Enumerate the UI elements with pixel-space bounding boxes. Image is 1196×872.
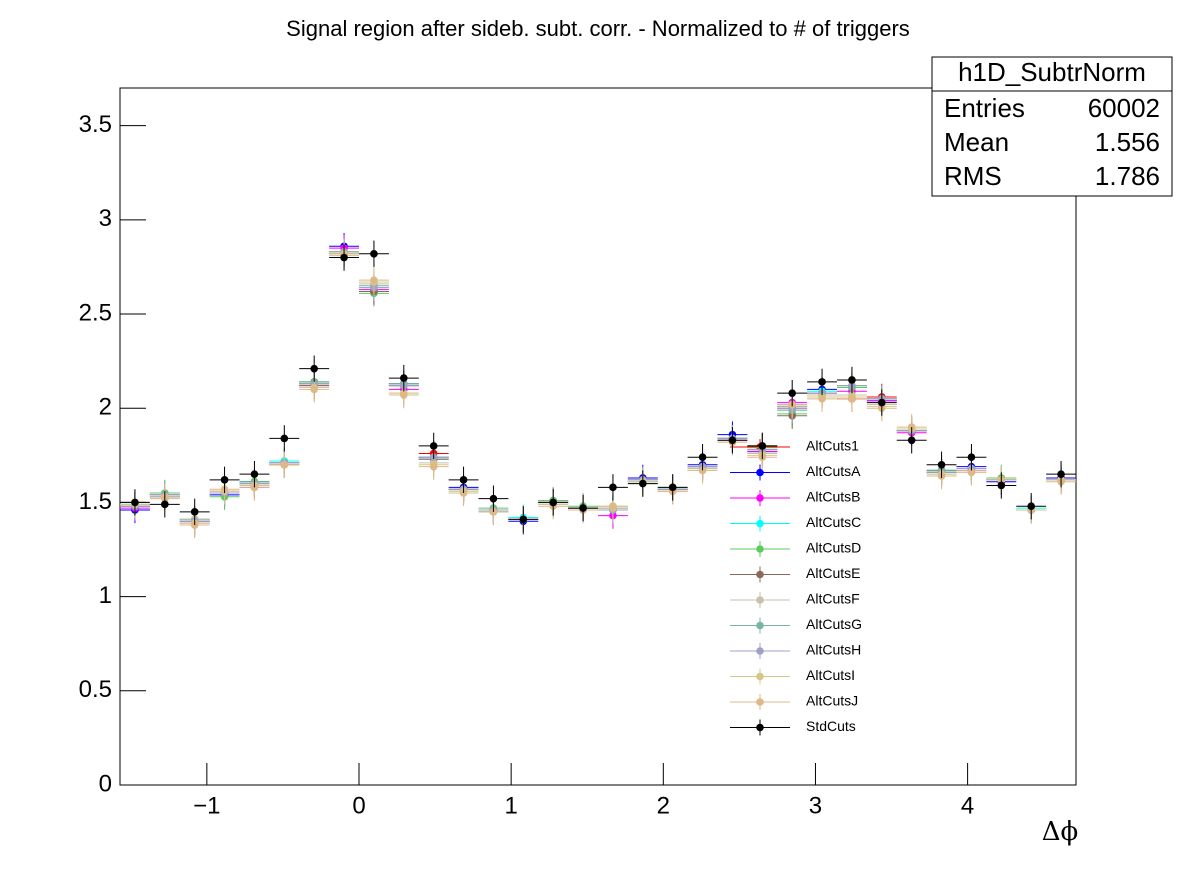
legend-label: AltCutsG xyxy=(806,616,862,632)
stats-value: 60002 xyxy=(1088,93,1160,123)
legend-marker xyxy=(756,468,764,477)
marker xyxy=(280,460,289,469)
legend-marker xyxy=(756,647,764,655)
marker xyxy=(280,434,289,443)
x-tick-label: −1 xyxy=(193,792,220,819)
marker xyxy=(937,460,946,469)
marker xyxy=(549,498,557,507)
legend-label: AltCutsI xyxy=(806,667,855,683)
marker xyxy=(698,453,707,462)
chart-title: Signal region after sideb. subt. corr. -… xyxy=(286,16,910,41)
stats-frame xyxy=(931,56,1173,197)
legend-marker xyxy=(756,621,764,630)
marker xyxy=(310,364,318,373)
marker xyxy=(639,479,647,488)
marker xyxy=(161,500,169,509)
stats-label: Entries xyxy=(944,93,1025,123)
x-tick-label: 0 xyxy=(352,792,365,819)
marker xyxy=(1027,502,1035,511)
legend-marker xyxy=(756,596,764,604)
legend-label: StdCuts xyxy=(806,718,856,734)
marker xyxy=(429,442,438,450)
marker xyxy=(519,515,528,524)
marker xyxy=(190,508,199,516)
marker xyxy=(997,481,1006,490)
legend-label: AltCuts1 xyxy=(806,438,859,454)
stats-title: h1D_SubtrNorm xyxy=(958,57,1146,87)
marker xyxy=(370,276,378,284)
marker xyxy=(788,389,796,397)
y-tick-label: 0 xyxy=(99,770,112,797)
x-tick-label: 2 xyxy=(657,792,670,819)
legend-label: AltCutsH xyxy=(806,642,861,658)
marker xyxy=(310,385,318,394)
marker xyxy=(579,504,587,512)
marker xyxy=(370,249,378,258)
legend-label: AltCutsA xyxy=(806,463,861,479)
marker xyxy=(250,470,259,478)
plot-frame xyxy=(119,87,1077,786)
marker xyxy=(848,376,856,384)
legend-marker xyxy=(756,570,764,579)
y-tick-label: 3 xyxy=(99,205,112,232)
legend-marker xyxy=(756,672,764,681)
marker xyxy=(459,489,468,497)
marker xyxy=(131,498,139,507)
marker xyxy=(728,436,737,445)
marker xyxy=(429,462,438,471)
stats-label: Mean xyxy=(944,127,1009,157)
legend-marker xyxy=(756,519,764,528)
legend-label: AltCutsC xyxy=(806,514,861,530)
stats-value: 1.786 xyxy=(1095,161,1160,191)
marker xyxy=(609,483,617,492)
legend-label: AltCutsJ xyxy=(806,693,858,709)
stats-value: 1.556 xyxy=(1095,127,1160,157)
y-tick-label: 3.5 xyxy=(79,111,112,138)
marker xyxy=(400,374,408,382)
marker xyxy=(609,502,617,511)
y-tick-label: 2 xyxy=(99,394,112,421)
y-tick-label: 0.5 xyxy=(79,676,112,703)
marker xyxy=(848,395,856,403)
x-tick-label: 1 xyxy=(504,792,517,819)
legend-marker xyxy=(756,494,764,502)
legend-label: AltCutsB xyxy=(806,489,860,505)
legend-marker xyxy=(756,723,764,732)
marker xyxy=(698,466,707,475)
y-tick-label: 2.5 xyxy=(79,299,112,326)
x-tick-label: 3 xyxy=(809,792,822,819)
marker xyxy=(967,468,976,477)
marker xyxy=(1057,470,1065,478)
marker xyxy=(907,436,916,445)
marker xyxy=(400,391,408,399)
legend-marker xyxy=(756,545,764,553)
series xyxy=(120,240,1076,533)
y-tick-label: 1 xyxy=(99,582,112,609)
marker xyxy=(668,483,677,492)
marker xyxy=(818,378,826,386)
marker xyxy=(489,494,498,503)
marker xyxy=(220,476,229,484)
marker xyxy=(818,395,826,403)
marker xyxy=(758,442,767,450)
legend-label: AltCutsF xyxy=(806,591,860,607)
marker xyxy=(340,253,348,262)
stats-box: h1D_SubtrNorm Entries 60002 Mean 1.556 R… xyxy=(931,56,1173,197)
legend-label: AltCutsE xyxy=(806,565,860,581)
marker xyxy=(878,398,886,407)
y-tick-label: 1.5 xyxy=(79,488,112,515)
marker xyxy=(967,453,976,462)
marker xyxy=(250,483,259,492)
marker xyxy=(459,476,468,484)
marker xyxy=(489,508,498,516)
stats-label: RMS xyxy=(944,161,1002,191)
legend-label: AltCutsD xyxy=(806,540,861,556)
x-axis-label: Δϕ xyxy=(1042,817,1079,847)
x-tick-label: 4 xyxy=(961,792,974,819)
legend-marker xyxy=(756,698,764,706)
